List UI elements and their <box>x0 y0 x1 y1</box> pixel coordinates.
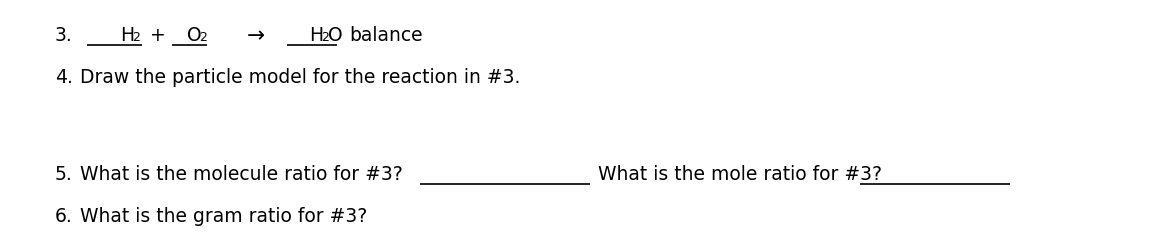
Text: O: O <box>328 26 343 45</box>
Text: +: + <box>150 26 166 45</box>
Text: 5.: 5. <box>55 165 73 184</box>
Text: O: O <box>187 26 201 45</box>
Text: 2: 2 <box>321 31 329 44</box>
Text: 4.: 4. <box>55 68 73 87</box>
Text: What is the molecule ratio for #3?: What is the molecule ratio for #3? <box>80 165 402 184</box>
Text: H: H <box>309 26 323 45</box>
Text: 3.: 3. <box>55 26 73 45</box>
Text: 2: 2 <box>199 31 207 44</box>
Text: 6.: 6. <box>55 207 73 226</box>
Text: H: H <box>121 26 135 45</box>
Text: →: → <box>247 26 264 46</box>
Text: 2: 2 <box>132 31 140 44</box>
Text: balance: balance <box>349 26 422 45</box>
Text: Draw the particle model for the reaction in #3.: Draw the particle model for the reaction… <box>80 68 521 87</box>
Text: What is the mole ratio for #3?: What is the mole ratio for #3? <box>598 165 882 184</box>
Text: What is the gram ratio for #3?: What is the gram ratio for #3? <box>80 207 367 226</box>
